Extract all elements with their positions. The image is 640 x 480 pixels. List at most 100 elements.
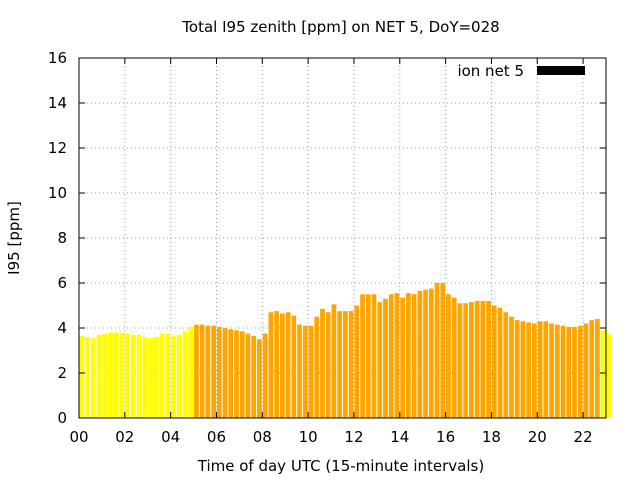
- bar: [572, 326, 577, 418]
- x-tick-label: 02: [115, 428, 134, 446]
- bar: [331, 304, 337, 418]
- bar: [136, 334, 142, 418]
- bar: [113, 332, 119, 418]
- x-tick-label: 06: [207, 428, 226, 446]
- bar: [274, 311, 279, 418]
- bar: [446, 294, 451, 418]
- bar: [474, 301, 480, 418]
- x-tick-label: 00: [69, 428, 88, 446]
- bar: [480, 301, 486, 418]
- bar: [457, 303, 463, 418]
- x-tick-label: 08: [253, 428, 272, 446]
- y-tick-label: 0: [57, 409, 67, 427]
- bar: [325, 312, 331, 418]
- bar: [205, 325, 211, 418]
- bar: [337, 311, 342, 418]
- bar: [90, 338, 96, 418]
- bar: [239, 331, 245, 418]
- bar: [285, 312, 291, 418]
- bar: [451, 297, 457, 418]
- x-tick-label: 20: [528, 428, 547, 446]
- bar: [377, 302, 383, 418]
- bar: [125, 333, 131, 418]
- bar: [469, 302, 474, 418]
- bar: [514, 320, 520, 418]
- bar: [365, 294, 371, 418]
- bar: [406, 293, 411, 418]
- y-tick-label: 4: [57, 319, 67, 337]
- bar: [411, 294, 417, 418]
- bar: [257, 339, 262, 418]
- grid: [79, 58, 606, 418]
- x-tick-label: 14: [390, 428, 409, 446]
- y-tick-label: 6: [57, 274, 67, 292]
- bar: [606, 333, 612, 418]
- bar: [549, 323, 554, 418]
- bar: [199, 324, 205, 418]
- bar: [302, 325, 308, 418]
- bar: [554, 324, 560, 418]
- bar: [119, 332, 125, 418]
- x-tick-label: 22: [574, 428, 593, 446]
- legend-swatch: [537, 66, 585, 75]
- bar: [188, 326, 194, 418]
- bar: [228, 329, 234, 418]
- y-tick-label: 8: [57, 229, 67, 247]
- x-tick-label: 16: [436, 428, 455, 446]
- legend-label: ion net 5: [457, 62, 524, 80]
- bar: [102, 333, 108, 418]
- bar: [343, 311, 348, 418]
- bar: [440, 283, 446, 418]
- bar: [434, 283, 440, 418]
- bar: [308, 325, 314, 418]
- bar: [182, 331, 188, 418]
- bar: [211, 325, 216, 418]
- bar: [388, 294, 394, 418]
- y-tick-label: 16: [48, 49, 67, 67]
- bar: [176, 334, 182, 418]
- bar: [589, 320, 595, 418]
- x-tick-label: 18: [482, 428, 501, 446]
- bars: [79, 283, 612, 418]
- bar: [320, 308, 325, 418]
- bar: [79, 335, 85, 418]
- bar: [85, 337, 90, 418]
- bar: [400, 297, 406, 418]
- bar: [279, 313, 285, 418]
- bar: [526, 322, 532, 418]
- bar: [600, 330, 606, 418]
- bar: [131, 334, 136, 418]
- bar: [583, 323, 589, 418]
- bar: [577, 325, 583, 418]
- bar: [497, 307, 503, 418]
- bar: [423, 289, 428, 418]
- bar: [194, 324, 199, 418]
- bar: [417, 290, 423, 418]
- bar: [537, 321, 543, 418]
- bar: [509, 316, 514, 418]
- y-tick-label: 10: [48, 184, 67, 202]
- x-tick-label: 04: [161, 428, 180, 446]
- bar: [314, 316, 320, 418]
- bar: [96, 334, 102, 418]
- bar: [463, 303, 469, 418]
- bar: [245, 333, 251, 418]
- bar: [165, 333, 171, 418]
- y-axis-label: I95 [ppm]: [5, 201, 23, 275]
- bar: [503, 312, 509, 418]
- bar: [297, 324, 302, 418]
- bar: [428, 288, 434, 418]
- bar: [371, 294, 377, 418]
- bar: [251, 335, 257, 418]
- bar: [486, 301, 491, 418]
- bar: [560, 325, 566, 418]
- bar: [262, 333, 268, 418]
- bar: [543, 321, 549, 418]
- x-tick-label: 12: [344, 428, 363, 446]
- bar: [108, 332, 113, 418]
- bar: [148, 338, 153, 418]
- bar: [394, 293, 400, 418]
- bar: [348, 311, 354, 418]
